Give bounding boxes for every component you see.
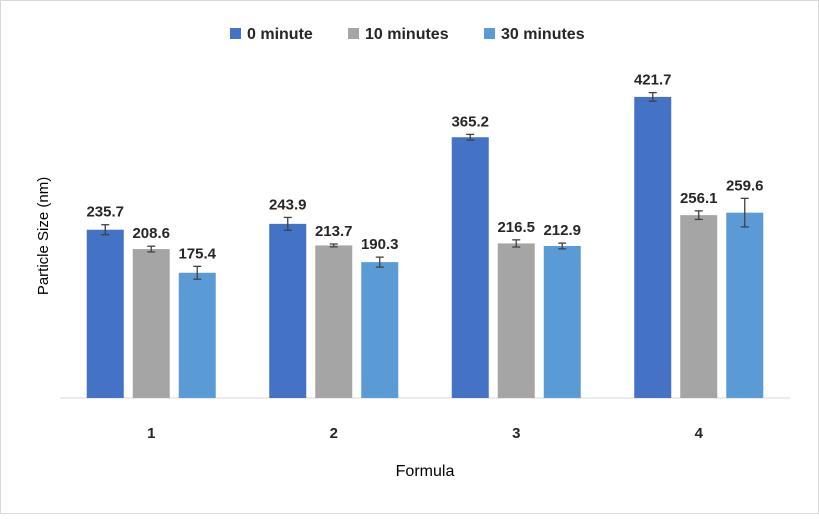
legend-swatch-1 <box>230 28 241 39</box>
x-tick-label-2: 2 <box>330 425 338 442</box>
error-bar-2-3 <box>512 239 521 248</box>
legend-label-2: 10 minutes <box>365 26 449 43</box>
legend-item-3: 30 minutes <box>484 26 585 43</box>
error-bar-3-2 <box>375 256 384 268</box>
x-axis-title: Formula <box>396 463 455 480</box>
data-label-1-4: 421.7 <box>634 72 672 89</box>
bar-2-2 <box>315 245 353 398</box>
bar-1-4 <box>634 96 672 399</box>
error-bar-3-3 <box>558 242 567 250</box>
error-bar-2-4 <box>694 210 703 221</box>
legend-swatch-2 <box>348 28 359 39</box>
data-label-2-3: 216.5 <box>497 219 535 236</box>
bar-3-1 <box>178 272 216 398</box>
error-bar-1-1 <box>101 224 110 236</box>
bar-1-3 <box>451 137 489 398</box>
data-label-3-3: 212.9 <box>543 222 581 239</box>
error-bar-3-4 <box>740 197 749 228</box>
x-tick-label-4: 4 <box>695 425 704 442</box>
x-tick-label-3: 3 <box>512 425 520 442</box>
error-bar-2-1 <box>147 245 156 253</box>
data-label-1-1: 235.7 <box>86 204 124 221</box>
legend-label-1: 0 minute <box>247 26 313 43</box>
error-bar-1-2 <box>283 216 292 231</box>
error-bar-1-3 <box>466 133 475 141</box>
legend-swatch-3 <box>484 28 495 39</box>
error-bar-2-2 <box>329 243 338 248</box>
y-axis-title: Particle Size (nm) <box>35 177 52 295</box>
data-label-3-2: 190.3 <box>361 236 399 253</box>
legend-item-1: 0 minute <box>230 26 313 43</box>
bar-3-3 <box>543 245 581 398</box>
error-bar-3-1 <box>193 265 202 280</box>
plot-area: 235.7 208.6 175.4 1 243.9 213.7 190.3 2 365.2 216… <box>60 72 790 442</box>
legend-label-3: 30 minutes <box>501 26 585 43</box>
data-label-1-3: 365.2 <box>451 113 489 130</box>
data-label-2-2: 213.7 <box>315 223 353 240</box>
data-label-3-1: 175.4 <box>178 245 216 262</box>
data-label-2-1: 208.6 <box>132 225 170 242</box>
error-bar-1-4 <box>648 91 657 102</box>
data-label-1-2: 243.9 <box>269 196 307 213</box>
legend-item-2: 10 minutes <box>348 26 449 43</box>
bar-2-3 <box>497 243 535 398</box>
bar-1-1 <box>86 229 124 398</box>
x-tick-label-1: 1 <box>147 425 155 442</box>
legend: 0 minute 10 minutes 30 minutes <box>230 26 585 43</box>
data-label-3-4: 259.6 <box>726 177 764 194</box>
bar-1-2 <box>269 223 307 398</box>
bar-2-1 <box>132 249 170 398</box>
data-label-2-4: 256.1 <box>680 190 718 207</box>
bar-3-4 <box>726 212 764 398</box>
bar-3-2 <box>361 262 399 398</box>
bar-2-4 <box>680 215 718 398</box>
